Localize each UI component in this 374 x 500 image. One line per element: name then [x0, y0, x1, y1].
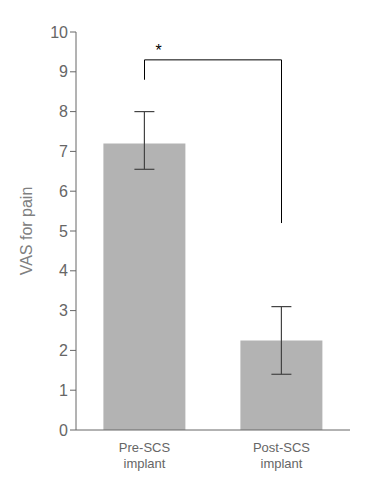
svg-text:Post-SCSimplant: Post-SCSimplant [253, 440, 310, 471]
svg-text:VAS for pain: VAS for pain [18, 187, 35, 276]
svg-text:6: 6 [59, 183, 68, 200]
svg-text:8: 8 [59, 103, 68, 120]
svg-text:10: 10 [50, 24, 68, 41]
svg-text:2: 2 [59, 342, 68, 359]
svg-text:Pre-SCSimplant: Pre-SCSimplant [119, 440, 171, 471]
svg-text:5: 5 [59, 223, 68, 240]
svg-text:*: * [155, 42, 161, 59]
svg-text:0: 0 [59, 422, 68, 439]
svg-text:4: 4 [59, 262, 68, 279]
svg-text:1: 1 [59, 382, 68, 399]
svg-text:3: 3 [59, 302, 68, 319]
svg-text:9: 9 [59, 63, 68, 80]
svg-text:7: 7 [59, 143, 68, 160]
